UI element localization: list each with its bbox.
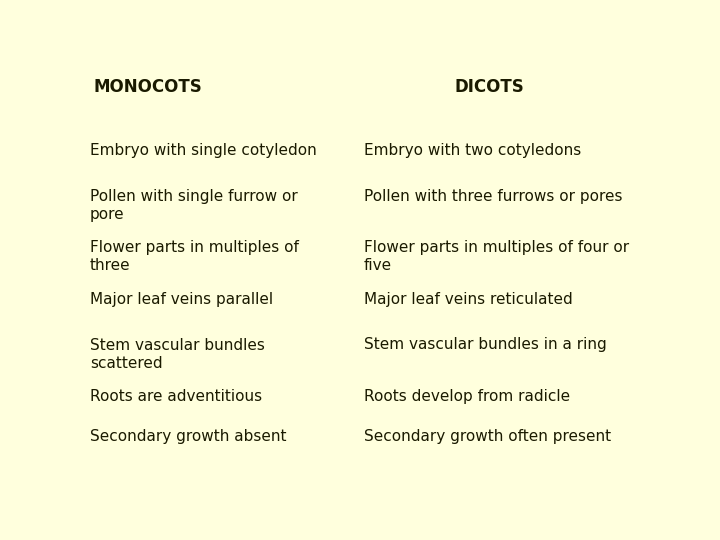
Text: Roots are adventitious: Roots are adventitious [90, 389, 262, 404]
Text: Secondary growth often present: Secondary growth often present [364, 429, 611, 444]
Text: Roots develop from radicle: Roots develop from radicle [364, 389, 570, 404]
Text: Flower parts in multiples of four or
five: Flower parts in multiples of four or fiv… [364, 240, 629, 273]
Text: Major leaf veins parallel: Major leaf veins parallel [90, 292, 273, 307]
Text: MONOCOTS: MONOCOTS [93, 78, 202, 96]
Text: Stem vascular bundles in a ring: Stem vascular bundles in a ring [364, 338, 606, 353]
Text: Secondary growth absent: Secondary growth absent [90, 429, 287, 444]
Text: Pollen with single furrow or
pore: Pollen with single furrow or pore [90, 189, 298, 222]
Text: Stem vascular bundles
scattered: Stem vascular bundles scattered [90, 338, 265, 370]
Text: Pollen with three furrows or pores: Pollen with three furrows or pores [364, 189, 622, 204]
Text: Major leaf veins reticulated: Major leaf veins reticulated [364, 292, 572, 307]
Text: Embryo with single cotyledon: Embryo with single cotyledon [90, 143, 317, 158]
Text: DICOTS: DICOTS [455, 78, 524, 96]
Text: Flower parts in multiples of
three: Flower parts in multiples of three [90, 240, 299, 273]
Text: Embryo with two cotyledons: Embryo with two cotyledons [364, 143, 581, 158]
